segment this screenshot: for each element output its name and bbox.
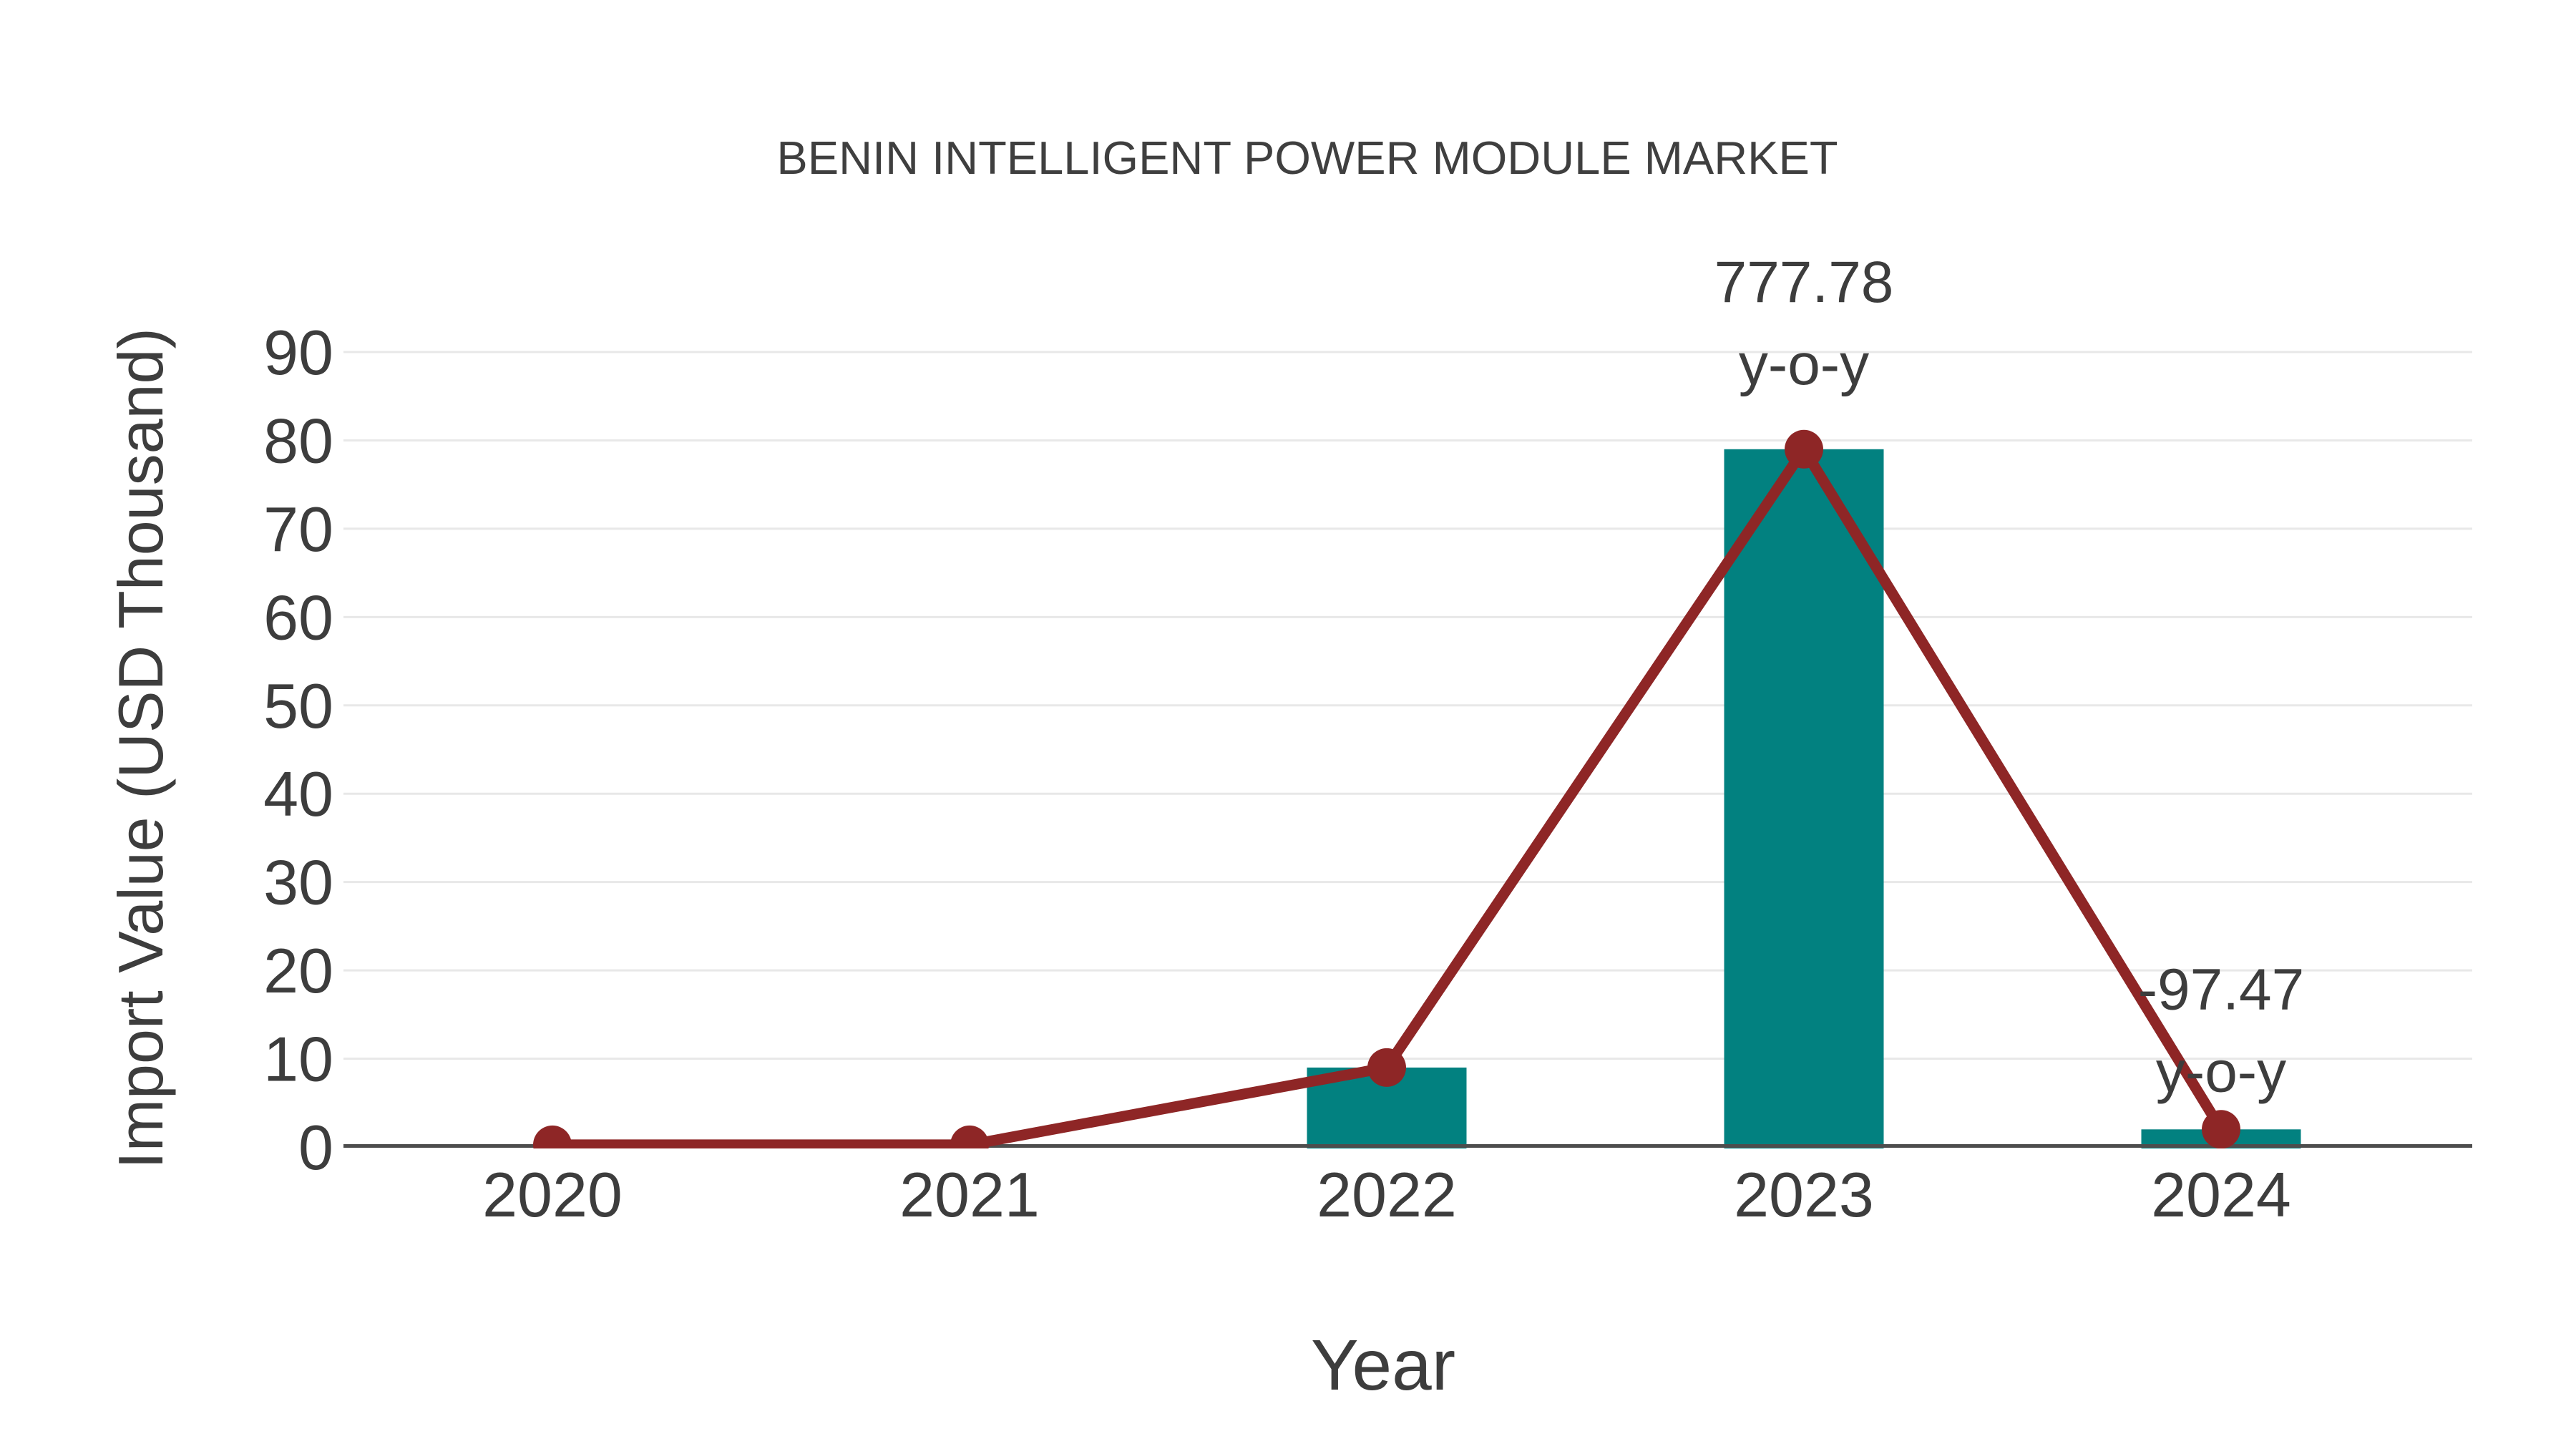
y-tick-label: 30 bbox=[263, 847, 333, 918]
y-axis-title: Import Value (USD Thousand) bbox=[105, 328, 176, 1169]
y-tick-label: 40 bbox=[263, 758, 333, 829]
data-point-marker bbox=[533, 1125, 572, 1148]
trend-line bbox=[552, 439, 2226, 1148]
y-tick-label: 50 bbox=[263, 670, 333, 741]
annotation-label: 777.78 bbox=[1714, 250, 1894, 315]
y-tick-label: 90 bbox=[263, 317, 333, 388]
data-point-marker bbox=[1367, 1048, 1406, 1087]
data-point-marker bbox=[950, 1125, 989, 1148]
x-tick-label: 2022 bbox=[1317, 1159, 1457, 1230]
y-tick-label: 80 bbox=[263, 405, 333, 476]
line-series bbox=[533, 429, 2240, 1148]
annotation-label: y-o-y bbox=[1739, 332, 1869, 397]
bar bbox=[1724, 449, 1884, 1148]
gridlines bbox=[343, 351, 2472, 1060]
bar-series bbox=[1307, 449, 2301, 1148]
annotation-label: -97.47 bbox=[2138, 957, 2305, 1022]
annotations: 777.78 y-o-y -97.47 y-o-y bbox=[1714, 250, 2305, 1105]
data-point-marker bbox=[1785, 429, 1823, 469]
y-tick-label: 70 bbox=[263, 494, 333, 565]
x-tick-labels: 2020 2021 2022 2023 2024 bbox=[482, 1159, 2291, 1230]
chart-title: BENIN INTELLIGENT POWER MODULE MARKET bbox=[776, 132, 1838, 184]
y-tick-label: 20 bbox=[263, 935, 333, 1006]
x-tick-label: 2021 bbox=[899, 1159, 1040, 1230]
y-tick-labels: 0 10 20 30 40 50 60 70 80 90 bbox=[263, 317, 333, 1183]
x-tick-label: 2020 bbox=[482, 1159, 623, 1230]
annotation-label: y-o-y bbox=[2156, 1039, 2286, 1104]
x-axis-title: Year bbox=[1311, 1325, 1455, 1405]
y-tick-label: 60 bbox=[263, 582, 333, 653]
x-tick-label: 2024 bbox=[2151, 1159, 2291, 1230]
y-tick-label: 0 bbox=[298, 1112, 333, 1183]
x-tick-label: 2023 bbox=[1734, 1159, 1874, 1230]
y-tick-label: 10 bbox=[263, 1024, 333, 1095]
data-point-marker bbox=[2202, 1110, 2240, 1148]
